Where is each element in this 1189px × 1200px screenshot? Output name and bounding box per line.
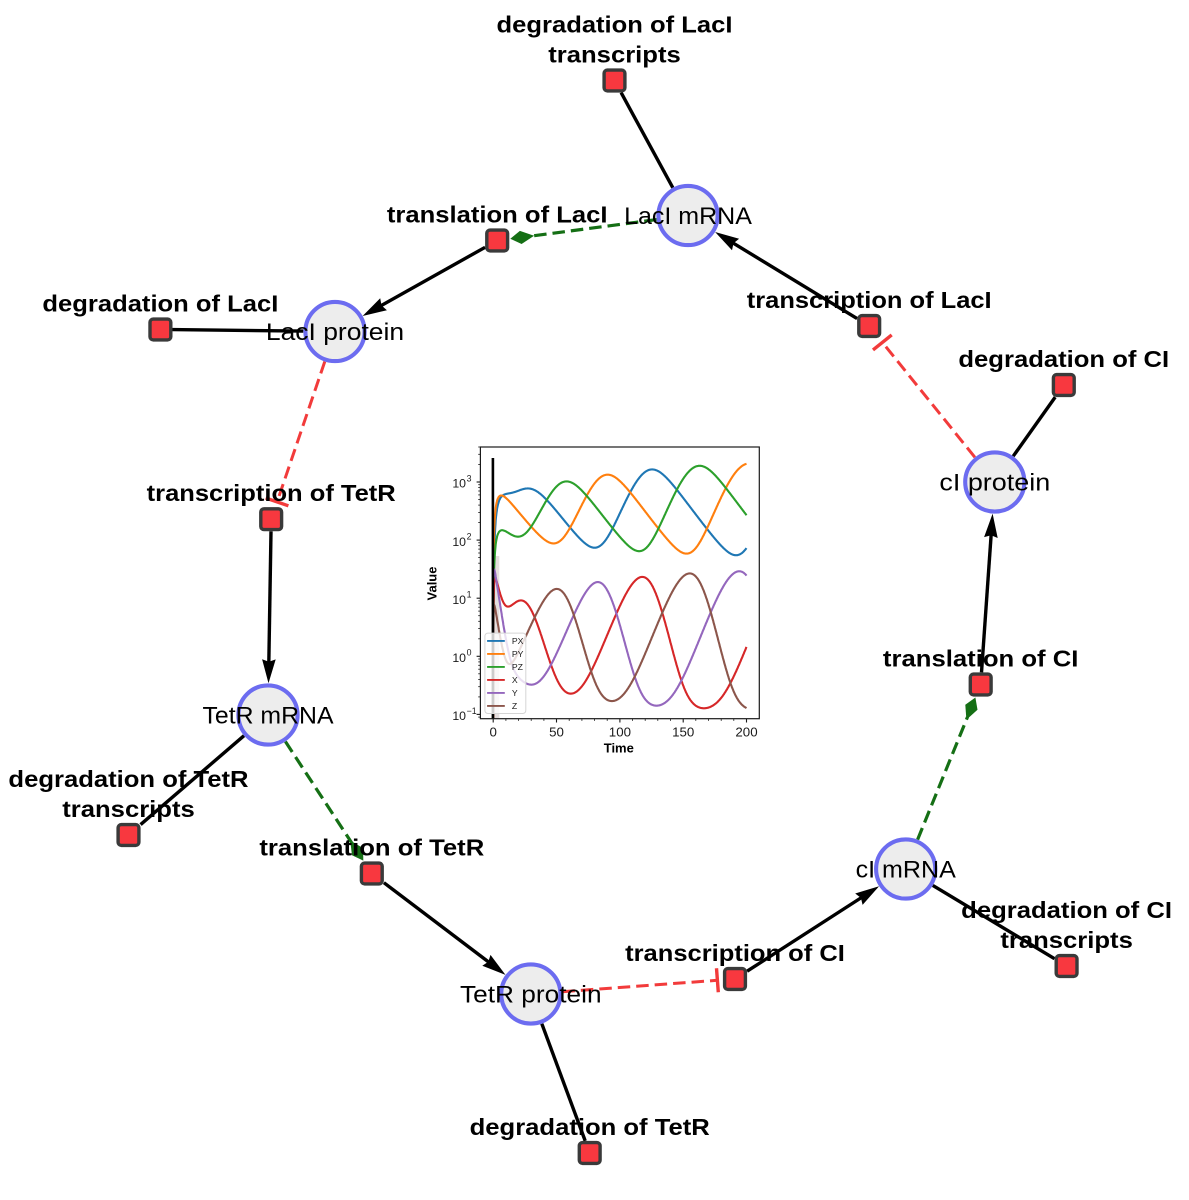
svg-text:10: 10 xyxy=(452,651,466,665)
svg-text:TetR protein: TetR protein xyxy=(460,982,602,1009)
svg-text:Y: Y xyxy=(512,688,518,698)
svg-text:transcripts: transcripts xyxy=(548,42,681,68)
svg-text:TetR mRNA: TetR mRNA xyxy=(203,703,334,730)
svg-text:transcription of CI: transcription of CI xyxy=(625,940,845,966)
svg-text:10: 10 xyxy=(452,593,466,607)
svg-text:3: 3 xyxy=(467,473,472,483)
svg-text:10: 10 xyxy=(452,709,466,723)
svg-text:cI mRNA: cI mRNA xyxy=(856,857,956,884)
svg-text:cI protein: cI protein xyxy=(939,470,1050,497)
svg-text:translation of TetR: translation of TetR xyxy=(259,835,484,861)
svg-text:translation of LacI: translation of LacI xyxy=(387,202,608,228)
svg-text:150: 150 xyxy=(672,725,694,740)
svg-text:transcription of LacI: transcription of LacI xyxy=(747,287,992,313)
svg-text:1: 1 xyxy=(467,590,472,600)
svg-text:−1: −1 xyxy=(467,706,477,716)
svg-text:degradation of TetR: degradation of TetR xyxy=(8,766,249,792)
svg-text:Time: Time xyxy=(604,740,634,755)
svg-text:100: 100 xyxy=(609,725,631,740)
svg-text:LacI protein: LacI protein xyxy=(266,319,404,346)
svg-text:200: 200 xyxy=(735,725,757,740)
svg-text:LacI mRNA: LacI mRNA xyxy=(624,203,752,230)
svg-text:0: 0 xyxy=(489,725,496,740)
svg-text:X: X xyxy=(512,675,518,685)
svg-text:degradation of CI: degradation of CI xyxy=(958,346,1169,372)
svg-text:PZ: PZ xyxy=(512,662,524,672)
svg-text:degradation of LacI: degradation of LacI xyxy=(497,12,733,38)
svg-text:PY: PY xyxy=(512,649,524,659)
svg-text:50: 50 xyxy=(549,725,564,740)
svg-text:transcripts: transcripts xyxy=(62,796,195,822)
svg-text:degradation of LacI: degradation of LacI xyxy=(42,291,278,317)
svg-text:PX: PX xyxy=(512,636,524,646)
svg-text:10: 10 xyxy=(452,477,466,491)
svg-text:Value: Value xyxy=(425,567,440,601)
svg-text:transcripts: transcripts xyxy=(1000,927,1133,953)
svg-text:10: 10 xyxy=(452,535,466,549)
svg-text:Z: Z xyxy=(512,701,518,711)
svg-text:degradation of CI: degradation of CI xyxy=(961,897,1172,923)
svg-text:degradation of TetR: degradation of TetR xyxy=(470,1114,711,1140)
svg-text:transcription of TetR: transcription of TetR xyxy=(147,480,397,506)
svg-text:0: 0 xyxy=(467,648,472,658)
svg-text:2: 2 xyxy=(467,532,472,542)
svg-text:translation of CI: translation of CI xyxy=(883,646,1079,672)
